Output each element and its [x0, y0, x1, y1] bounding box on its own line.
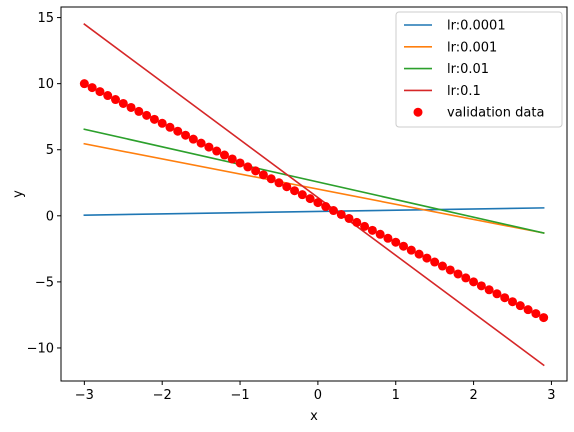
data-point [165, 122, 175, 132]
data-point [251, 166, 261, 176]
data-point [414, 249, 424, 259]
legend-label: lr:0.001 [447, 40, 497, 55]
y-tick-label: 15 [37, 11, 54, 26]
legend-item: validation data [413, 106, 544, 121]
data-point [235, 158, 245, 168]
data-point [539, 313, 549, 323]
y-tick-label: −10 [27, 341, 54, 356]
axes-frame [60, 6, 568, 382]
data-point [188, 134, 198, 144]
data-point [360, 221, 370, 231]
data-point [258, 170, 268, 180]
series-line-lr-0-1 [83, 23, 545, 367]
data-point [95, 87, 105, 97]
data-point [149, 114, 159, 124]
data-point [399, 241, 409, 251]
data-point [274, 178, 284, 188]
series-layer [79, 23, 549, 367]
data-point [422, 253, 432, 263]
data-point [110, 95, 120, 105]
data-point [336, 209, 346, 219]
data-point [328, 206, 338, 216]
series-line-lr-0-0001 [83, 207, 545, 216]
data-point [515, 301, 525, 311]
data-point [508, 297, 518, 307]
data-point [313, 198, 323, 208]
y-axis-label: y [11, 190, 26, 198]
x-tick-label: 3 [547, 388, 555, 403]
data-point [430, 257, 440, 267]
data-point [134, 106, 144, 116]
x-tick-label: −1 [230, 388, 249, 403]
data-point [305, 194, 315, 204]
data-point [266, 174, 276, 184]
data-point [492, 289, 502, 299]
x-tick-label: 0 [314, 388, 322, 403]
y-tick-label: 0 [46, 209, 54, 224]
data-point [461, 273, 471, 283]
legend: lr:0.0001 lr:0.001 lr:0.01 lr:0.1 validation… [395, 11, 563, 128]
x-tick-label: −3 [75, 388, 94, 403]
series-line-lr-0-001 [83, 142, 545, 234]
data-point [118, 98, 128, 108]
data-point [437, 261, 447, 271]
data-point [453, 269, 463, 279]
data-point [157, 118, 167, 128]
data-point [297, 190, 307, 200]
x-axis-label: x [310, 409, 318, 424]
data-point [367, 225, 377, 235]
y-tick-label: 5 [46, 143, 54, 158]
data-point [79, 79, 89, 89]
y-axis: −10 −5 0 5 10 15 [27, 11, 61, 356]
data-point [500, 293, 510, 303]
y-tick-label: 10 [37, 77, 54, 92]
data-point [391, 237, 401, 247]
data-point [243, 162, 253, 172]
data-point [445, 265, 455, 275]
data-point [103, 91, 113, 101]
data-point [282, 182, 292, 192]
series-line-lr-0-01 [83, 128, 545, 234]
y-tick-label: −5 [35, 275, 54, 290]
data-point [196, 138, 206, 148]
data-point [204, 142, 214, 152]
data-point [173, 126, 183, 136]
data-point [142, 110, 152, 120]
legend-item: lr:0.001 [404, 40, 497, 55]
x-tick-label: 1 [392, 388, 400, 403]
x-tick-label: −2 [153, 388, 172, 403]
legend-label: lr:0.1 [447, 84, 481, 99]
legend-label: lr:0.01 [447, 62, 489, 77]
data-point [181, 130, 191, 140]
data-point [383, 233, 393, 243]
legend-label: lr:0.0001 [447, 19, 506, 34]
data-point [344, 213, 354, 223]
legend-item: lr:0.01 [404, 62, 489, 77]
data-point [523, 305, 533, 315]
legend-item: lr:0.1 [404, 84, 481, 99]
data-point [469, 277, 479, 287]
x-axis: −3 −2 −1 0 1 2 3 [75, 381, 556, 403]
data-point [476, 281, 486, 291]
data-point [126, 102, 136, 112]
legend-swatch [413, 107, 423, 117]
series-scatter-validation-data [79, 79, 549, 323]
data-point [87, 83, 97, 93]
data-point [321, 202, 331, 212]
legend-item: lr:0.0001 [404, 19, 506, 34]
data-point [375, 229, 385, 239]
data-point [212, 146, 222, 156]
data-point [484, 285, 494, 295]
data-point [406, 245, 416, 255]
data-point [227, 154, 237, 164]
legend-box [395, 11, 563, 128]
data-point [290, 186, 300, 196]
data-point [531, 309, 541, 319]
x-tick-label: 2 [469, 388, 477, 403]
legend-label: validation data [447, 106, 544, 121]
data-point [219, 150, 229, 160]
data-point [352, 217, 362, 227]
